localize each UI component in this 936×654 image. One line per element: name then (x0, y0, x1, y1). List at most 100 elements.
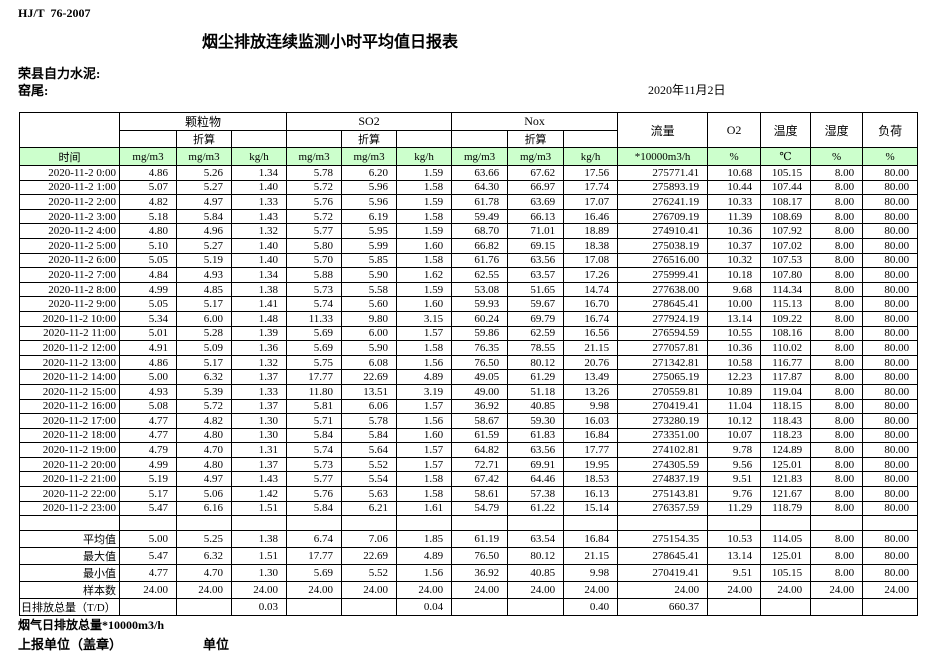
table-row: 2020-11-2 12:00 4.91 5.09 1.36 5.69 5.90 1.58 7… (19, 340, 919, 356)
value-cell: 1.32 (230, 354, 288, 371)
value-cell: 59.93 (451, 296, 509, 312)
value-cell: 63.69 (507, 194, 565, 210)
value-cell: 67.42 (451, 471, 509, 488)
value-cell: 22.69 (341, 546, 398, 565)
value-cell: 1.58 (396, 486, 453, 502)
value-cell: 8.00 (810, 267, 864, 283)
value-cell: 60.24 (451, 310, 509, 327)
value-cell: 10.68 (707, 165, 762, 181)
table-row: 2020-11-2 11:00 5.01 5.28 1.39 5.69 6.00 1.57 5… (19, 325, 919, 342)
standard-code: HJ/T 76-2007 (18, 6, 91, 20)
value-cell: 5.64 (341, 442, 398, 458)
value-cell: 275143.81 (617, 486, 709, 502)
value-cell: 6.16 (176, 500, 232, 517)
value-cell: 6.06 (341, 398, 398, 415)
table-row: 2020-11-2 3:00 5.18 5.84 1.43 5.72 6.19 1.58 59… (19, 208, 919, 225)
value-cell: 80.00 (862, 208, 919, 225)
value-cell: 40.85 (507, 398, 565, 415)
value-cell: 270419.41 (617, 398, 709, 415)
value-cell: 1.58 (396, 179, 453, 196)
row-label-cell: 2020-11-2 22:00 (19, 486, 120, 502)
value-cell: 8.00 (810, 398, 864, 415)
unit-header-cell: mg/m3 (286, 147, 343, 166)
row-label-cell: 2020-11-2 5:00 (19, 237, 120, 254)
value-cell: 59.86 (451, 325, 509, 342)
value-cell: 1.57 (396, 456, 453, 473)
value-cell: 275154.35 (617, 529, 709, 548)
value-cell: 24.00 (862, 580, 919, 599)
value-cell: 274837.19 (617, 471, 709, 488)
row-label-cell: 2020-11-2 23:00 (19, 500, 120, 517)
value-cell: 1.40 (230, 179, 288, 196)
value-cell: 124.89 (760, 442, 812, 458)
value-cell: 5.18 (119, 208, 177, 225)
value-cell: 5.17 (176, 296, 232, 312)
row-label-cell: 2020-11-2 8:00 (19, 281, 120, 298)
value-cell: 61.76 (451, 252, 509, 269)
value-cell: 6.00 (341, 325, 398, 342)
value-cell: 114.34 (760, 281, 812, 298)
value-cell: 24.00 (230, 580, 288, 599)
value-cell: 76.35 (451, 340, 509, 356)
value-cell: 36.92 (451, 398, 509, 415)
value-cell: 11.39 (707, 208, 762, 225)
value-cell: 4.93 (176, 267, 232, 283)
value-cell: 24.00 (451, 580, 509, 599)
value-cell: 4.79 (119, 442, 177, 458)
value-cell: 8.00 (810, 413, 864, 429)
value-cell: 8.00 (810, 179, 864, 196)
value-cell: 5.09 (176, 340, 232, 356)
value-cell: 5.26 (176, 165, 232, 181)
unit-header-cell: kg/h (563, 147, 619, 166)
value-cell: 4.86 (119, 165, 177, 181)
value-cell: 9.98 (563, 398, 619, 415)
value-cell: 5.07 (119, 179, 177, 196)
value-cell: 1.59 (396, 223, 453, 239)
value-cell: 24.00 (810, 580, 864, 599)
value-cell: 5.75 (286, 354, 343, 371)
value-cell: 4.97 (176, 194, 232, 210)
value-cell: 80.00 (862, 281, 919, 298)
value-cell: 17.08 (563, 252, 619, 269)
value-cell: 66.97 (507, 179, 565, 196)
converted-header-row: 折算 折算 折算 (20, 130, 918, 148)
value-cell: 8.00 (810, 369, 864, 385)
value-cell: 4.70 (176, 442, 232, 458)
value-cell: 108.69 (760, 208, 812, 225)
value-cell: 5.19 (176, 252, 232, 269)
value-cell: 1.57 (396, 442, 453, 458)
value-cell: 10.44 (707, 179, 762, 196)
value-cell: 59.49 (451, 208, 509, 225)
value-cell: 1.33 (230, 383, 288, 400)
value-cell: 66.13 (507, 208, 565, 225)
value-cell: 116.77 (760, 354, 812, 371)
value-cell: 5.96 (341, 179, 398, 196)
row-label-cell: 2020-11-2 15:00 (19, 383, 120, 400)
value-cell: 24.00 (563, 580, 619, 599)
unit-header-cell: % (810, 147, 864, 166)
value-cell: 118.79 (760, 500, 812, 517)
value-cell: 660.37 (617, 597, 709, 616)
value-cell (451, 515, 509, 531)
value-cell: 8.00 (810, 194, 864, 210)
value-cell: 3.15 (396, 310, 453, 327)
value-cell: 5.90 (341, 267, 398, 283)
row-label-cell: 2020-11-2 12:00 (19, 340, 120, 356)
value-cell: 4.91 (119, 340, 177, 356)
value-cell: 1.34 (230, 165, 288, 181)
value-cell: 80.00 (862, 325, 919, 342)
value-cell: 5.77 (286, 223, 343, 239)
value-cell: 1.57 (396, 325, 453, 342)
units-header-row: 时间 mg/m3 mg/m3 kg/h mg/m3 mg/m3 kg/h mg/m3 mg/m3… (19, 147, 919, 166)
value-cell: 71.01 (507, 223, 565, 239)
value-cell: 5.69 (286, 340, 343, 356)
value-cell: 18.53 (563, 471, 619, 488)
value-cell: 125.01 (760, 456, 812, 473)
value-cell: 54.79 (451, 500, 509, 517)
row-label-cell: 2020-11-2 0:00 (19, 165, 120, 181)
value-cell: 58.61 (451, 486, 509, 502)
value-cell: 275893.19 (617, 179, 709, 196)
value-cell: 68.70 (451, 223, 509, 239)
row-label-cell: 最大值 (19, 546, 120, 565)
value-cell (119, 515, 177, 531)
